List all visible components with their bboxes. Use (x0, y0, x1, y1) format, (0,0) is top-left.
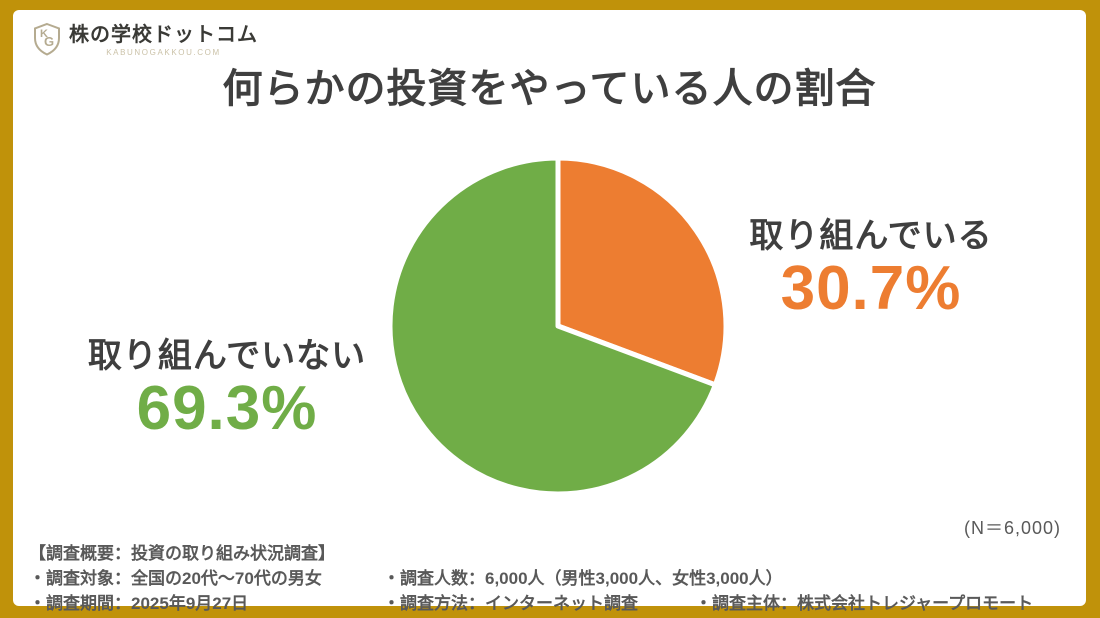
survey-period: ・調査期間：2025年9月27日 (29, 594, 249, 613)
pie-slice-0 (555, 155, 729, 388)
callout-not-engaged: 取り組んでいない 69.3% (69, 336, 385, 442)
engaged-label: 取り組んでいる (749, 217, 993, 255)
survey-method: ・調査方法：インターネット調査 (383, 594, 638, 613)
kg-shield-icon: K G (34, 22, 60, 56)
sample-size-note: (N＝6,000) (963, 518, 1061, 538)
survey-summary: 【調査概要：投資の取り組み状況調査】 ・調査対象：全国の20代～70代の男女 ・… (29, 541, 1076, 616)
not-engaged-label: 取り組んでいない (87, 337, 367, 375)
survey-target: ・調査対象：全国の20代～70代の男女 (29, 569, 322, 588)
survey-respondents: ・調査人数：6,000人（男性3,000人、女性3,000人） (383, 569, 783, 588)
pie-chart (383, 151, 733, 501)
engaged-value: 30.7% (780, 254, 962, 323)
survey-row-1: ・調査対象：全国の20代～70代の男女 ・調査人数：6,000人（男性3,000… (29, 566, 1076, 591)
callout-engaged: 取り組んでいる 30.7% (713, 216, 1029, 322)
svg-text:G: G (44, 34, 54, 49)
not-engaged-value: 69.3% (136, 374, 318, 443)
survey-heading-row: 【調査概要：投資の取り組み状況調査】 (29, 541, 1076, 566)
brand-logo: K G 株の学校ドットコム KABUNOGAKKOU.COM (31, 22, 258, 57)
survey-organizer: ・調査主体：株式会社トレジャープロモート (695, 594, 1034, 613)
survey-heading: 【調査概要：投資の取り組み状況調査】 (29, 544, 335, 563)
pie-slices (387, 155, 729, 497)
pie-slice-1 (387, 155, 718, 497)
content-panel: K G 株の学校ドットコム KABUNOGAKKOU.COM 何らかの投資をやっ… (13, 10, 1086, 613)
survey-row-2: ・調査期間：2025年9月27日 ・調査方法：インターネット調査 ・調査主体：株… (29, 591, 1076, 616)
page-title: 何らかの投資をやっている人の割合 (222, 67, 877, 111)
svg-text:K: K (40, 28, 48, 40)
brand-domain: KABUNOGAKKOU.COM (106, 48, 221, 57)
brand-name: 株の学校ドットコム (69, 24, 258, 46)
